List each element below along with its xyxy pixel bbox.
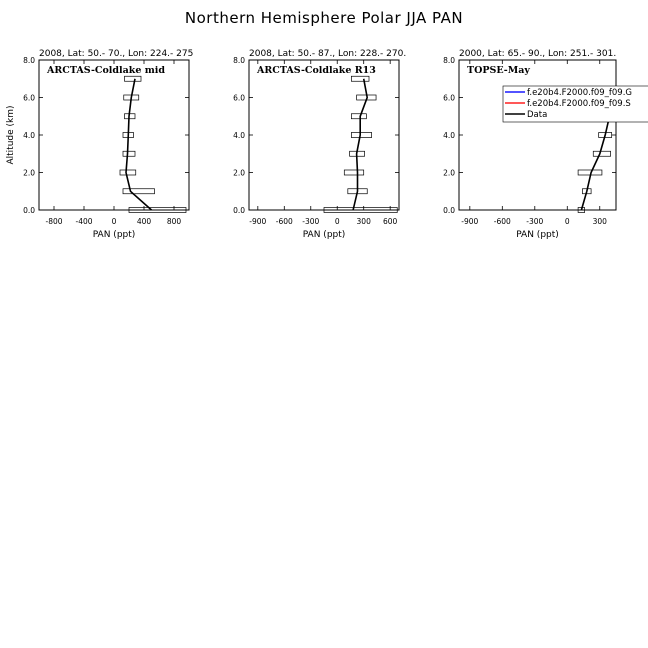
range-box: [124, 75, 142, 82]
panel-header: 2000, Lat: 65.- 90., Lon: 251.- 301.: [459, 49, 616, 59]
x-tick-label: 300: [357, 217, 372, 226]
range-box: [122, 188, 155, 195]
legend-entry: f.e20b4.F2000.f09_f09.S: [527, 99, 631, 109]
panel-inner-label: TOPSE-May: [467, 65, 530, 76]
range-box: [351, 132, 372, 138]
panel-header: 2008, Lat: 50.- 87., Lon: 228.- 270.: [249, 49, 406, 59]
x-tick-label: 600: [383, 217, 398, 226]
y-tick-label: 6.0: [233, 94, 245, 103]
range-box: [122, 150, 136, 157]
x-tick-label: -600: [494, 217, 511, 226]
x-tick-label: 0: [112, 217, 117, 226]
data-line: [125, 78, 153, 211]
panel-2: 2008, Lat: 50.- 87., Lon: 228.- 270. ARCT…: [233, 49, 406, 240]
range-box: [592, 150, 611, 157]
y-tick-label: 6.0: [23, 94, 35, 103]
y-tick-label: 0.0: [23, 206, 35, 215]
x-tick-label: 800: [167, 217, 182, 226]
range-box: [128, 207, 187, 213]
x-axis-label: PAN (ppt): [93, 230, 136, 240]
range-box: [323, 207, 398, 213]
y-tick-label: 4.0: [23, 131, 35, 140]
y-tick-label: 6.0: [443, 94, 455, 103]
legend-entry: Data: [527, 110, 547, 120]
x-tick-label: -800: [45, 217, 62, 226]
x-tick-label: -300: [526, 217, 543, 226]
y-tick-label: 8.0: [233, 56, 245, 65]
x-tick-label: -600: [276, 217, 293, 226]
range-box: [119, 169, 137, 176]
x-tick-label: -900: [249, 217, 266, 226]
plot-frame: [458, 59, 617, 211]
x-axis-label: PAN (ppt): [303, 230, 346, 240]
panel-inner-label: ARCTAS-Coldlake R13: [256, 65, 376, 76]
panel-3: 2000, Lat: 65.- 90., Lon: 251.- 301. TOPS…: [443, 49, 648, 240]
range-box: [343, 169, 365, 176]
x-tick-label: -400: [75, 217, 92, 226]
x-tick-label: 0: [335, 217, 340, 226]
x-tick-label: -300: [302, 217, 319, 226]
x-tick-label: -900: [461, 217, 478, 226]
plot-frame: [248, 59, 400, 211]
plot-frame: [38, 59, 190, 211]
panel-inner-label: ARCTAS-Coldlake mid: [46, 65, 165, 76]
y-tick-label: 0.0: [233, 206, 245, 215]
panel-header: 2008, Lat: 50.- 70., Lon: 224.- 275: [39, 49, 193, 59]
y-tick-label: 8.0: [23, 56, 35, 65]
x-tick-label: 0: [565, 217, 570, 226]
x-tick-label: 300: [593, 217, 608, 226]
main-title: Northern Hemisphere Polar JJA PAN: [185, 9, 463, 27]
y-tick-label: 2.0: [23, 169, 35, 178]
x-tick-label: 400: [137, 217, 152, 226]
range-box: [351, 113, 367, 120]
y-tick-label: 4.0: [443, 131, 455, 140]
y-tick-label: 2.0: [443, 169, 455, 178]
legend-box: [502, 85, 648, 123]
y-tick-label: 2.0: [233, 169, 245, 178]
data-line: [352, 78, 369, 211]
y-tick-label: 8.0: [443, 56, 455, 65]
y-tick-label: 0.0: [443, 206, 455, 215]
y-axis-label: Altitude (km): [6, 105, 16, 164]
panel-1: 2008, Lat: 50.- 70., Lon: 224.- 275 ARCTA…: [6, 49, 193, 240]
x-axis-label: PAN (ppt): [516, 230, 559, 240]
range-box: [351, 75, 370, 82]
legend: f.e20b4.F2000.f09_f09.Gf.e20b4.F2000.f09…: [502, 85, 648, 123]
y-tick-label: 4.0: [233, 131, 245, 140]
legend-entry: f.e20b4.F2000.f09_f09.G: [527, 88, 632, 98]
